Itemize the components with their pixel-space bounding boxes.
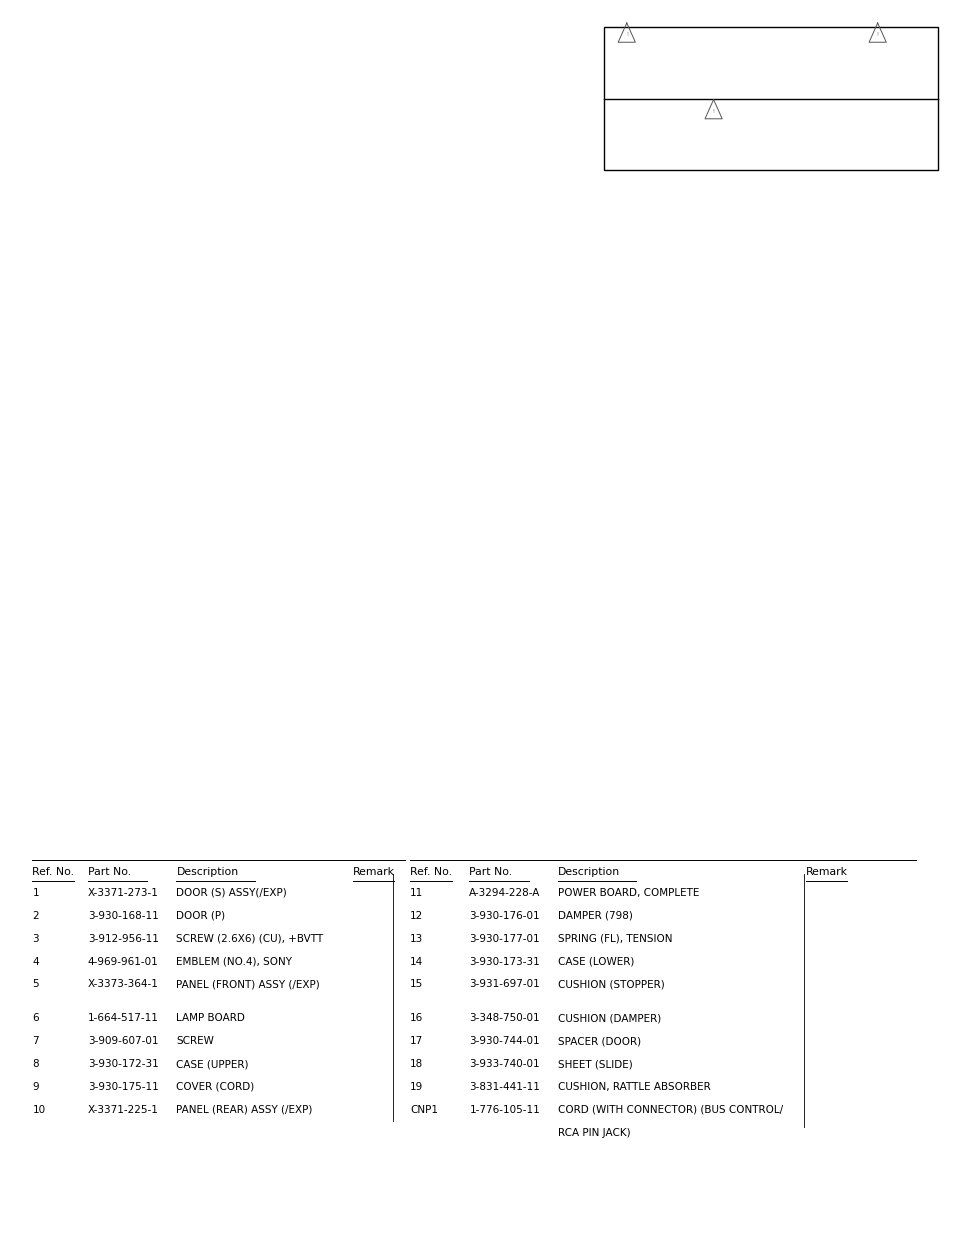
- Text: CUSHION (DAMPER): CUSHION (DAMPER): [558, 1013, 660, 1024]
- Text: 5: 5: [32, 979, 39, 989]
- Text: COVER (CORD): COVER (CORD): [176, 1082, 254, 1092]
- Text: X-3373-364-1: X-3373-364-1: [88, 979, 158, 989]
- Text: 3-930-172-31: 3-930-172-31: [88, 1058, 158, 1070]
- Text: 3-930-168-11: 3-930-168-11: [88, 911, 158, 921]
- Text: 3-930-177-01: 3-930-177-01: [469, 934, 539, 944]
- Text: Ref. No.: Ref. No.: [32, 867, 74, 877]
- Text: 18: 18: [410, 1058, 423, 1070]
- Text: 1-776-105-11: 1-776-105-11: [469, 1104, 539, 1115]
- Text: CUSHION (STOPPER): CUSHION (STOPPER): [558, 979, 664, 989]
- Text: 3-931-697-01: 3-931-697-01: [469, 979, 539, 989]
- Text: 9: 9: [32, 1082, 39, 1092]
- Text: SPACER (DOOR): SPACER (DOOR): [558, 1036, 640, 1046]
- Text: Description: Description: [558, 867, 619, 877]
- Text: SCREW: SCREW: [176, 1036, 214, 1046]
- Text: 19: 19: [410, 1082, 423, 1092]
- Text: DOOR (S) ASSY(/EXP): DOOR (S) ASSY(/EXP): [176, 888, 287, 898]
- Text: PANEL (REAR) ASSY (/EXP): PANEL (REAR) ASSY (/EXP): [176, 1104, 313, 1115]
- Text: 3-912-956-11: 3-912-956-11: [88, 934, 158, 944]
- Text: Part No.: Part No.: [469, 867, 512, 877]
- Text: RCA PIN JACK): RCA PIN JACK): [558, 1128, 630, 1137]
- Text: 11: 11: [410, 888, 423, 898]
- Text: !: !: [712, 109, 714, 114]
- Text: !: !: [625, 32, 627, 37]
- Text: 17: 17: [410, 1036, 423, 1046]
- Text: 3-831-441-11: 3-831-441-11: [469, 1082, 539, 1092]
- Text: 3-930-173-31: 3-930-173-31: [469, 957, 539, 967]
- Text: CASE (UPPER): CASE (UPPER): [176, 1058, 249, 1070]
- Text: 8: 8: [32, 1058, 39, 1070]
- Text: 1-664-517-11: 1-664-517-11: [88, 1013, 158, 1024]
- Text: X-3371-225-1: X-3371-225-1: [88, 1104, 158, 1115]
- Text: CUSHION, RATTLE ABSORBER: CUSHION, RATTLE ABSORBER: [558, 1082, 710, 1092]
- Text: !: !: [876, 32, 878, 37]
- Text: SCREW (2.6X6) (CU), +BVTT: SCREW (2.6X6) (CU), +BVTT: [176, 934, 323, 944]
- Bar: [19, 124, 934, 858]
- Text: 3-909-607-01: 3-909-607-01: [88, 1036, 158, 1046]
- Text: CASE (LOWER): CASE (LOWER): [558, 957, 634, 967]
- Text: Description: Description: [176, 867, 238, 877]
- Text: POWER BOARD, COMPLETE: POWER BOARD, COMPLETE: [558, 888, 699, 898]
- Text: 1: 1: [32, 888, 39, 898]
- Text: DOOR (P): DOOR (P): [176, 911, 225, 921]
- Text: SHEET (SLIDE): SHEET (SLIDE): [558, 1058, 632, 1070]
- Text: 3-933-740-01: 3-933-740-01: [469, 1058, 539, 1070]
- Text: 3-930-744-01: 3-930-744-01: [469, 1036, 539, 1046]
- Text: 3-930-175-11: 3-930-175-11: [88, 1082, 158, 1092]
- Text: Remark: Remark: [805, 867, 847, 877]
- Text: EMBLEM (NO.4), SONY: EMBLEM (NO.4), SONY: [176, 957, 293, 967]
- Text: 4-969-961-01: 4-969-961-01: [88, 957, 158, 967]
- Text: Ref. No.: Ref. No.: [410, 867, 452, 877]
- Text: 7: 7: [32, 1036, 39, 1046]
- Text: 3: 3: [32, 934, 39, 944]
- Text: 15: 15: [410, 979, 423, 989]
- Text: 16: 16: [410, 1013, 423, 1024]
- Text: CNP1: CNP1: [410, 1104, 437, 1115]
- Text: PANEL (FRONT) ASSY (/EXP): PANEL (FRONT) ASSY (/EXP): [176, 979, 320, 989]
- Text: LAMP BOARD: LAMP BOARD: [176, 1013, 245, 1024]
- Text: A-3294-228-A: A-3294-228-A: [469, 888, 540, 898]
- Text: DAMPER (798): DAMPER (798): [558, 911, 632, 921]
- Text: CORD (WITH CONNECTOR) (BUS CONTROL/: CORD (WITH CONNECTOR) (BUS CONTROL/: [558, 1104, 782, 1115]
- Text: 3-930-176-01: 3-930-176-01: [469, 911, 539, 921]
- Text: SPRING (FL), TENSION: SPRING (FL), TENSION: [558, 934, 672, 944]
- Text: 13: 13: [410, 934, 423, 944]
- Text: 4: 4: [32, 957, 39, 967]
- Text: X-3371-273-1: X-3371-273-1: [88, 888, 158, 898]
- Bar: [603, 27, 937, 170]
- Text: 3-348-750-01: 3-348-750-01: [469, 1013, 539, 1024]
- Text: 12: 12: [410, 911, 423, 921]
- Text: 2: 2: [32, 911, 39, 921]
- Text: Part No.: Part No.: [88, 867, 131, 877]
- Text: 10: 10: [32, 1104, 46, 1115]
- Text: 14: 14: [410, 957, 423, 967]
- Text: 6: 6: [32, 1013, 39, 1024]
- Text: Remark: Remark: [353, 867, 395, 877]
